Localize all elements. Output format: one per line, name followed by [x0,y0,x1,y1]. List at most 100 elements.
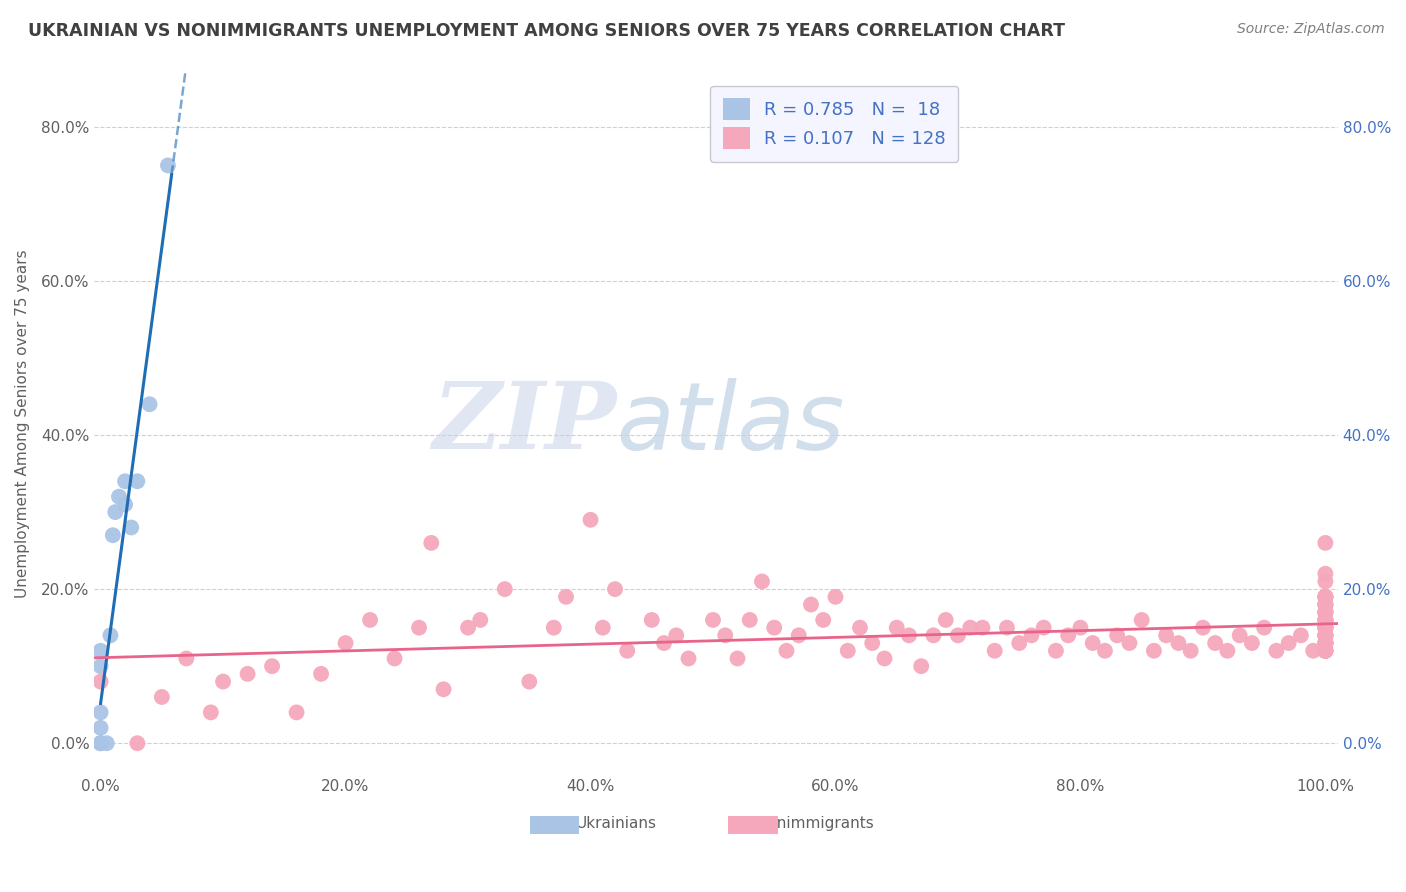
Point [1216,644,1239,658]
Point [641,613,664,627]
Point [1315,566,1337,581]
Point [90,736,112,750]
Point [1315,613,1337,627]
Point [1315,644,1337,658]
Point [751,574,773,589]
Point [995,621,1018,635]
Point [616,644,638,658]
Point [127,475,149,489]
Point [1315,644,1337,658]
Point [959,621,981,635]
FancyBboxPatch shape [530,816,579,834]
Point [555,590,578,604]
Point [1143,644,1166,658]
Point [1204,636,1226,650]
Point [1045,644,1067,658]
Point [543,621,565,635]
Point [1315,613,1337,627]
Point [702,613,724,627]
Point [1265,644,1288,658]
Point [1315,590,1337,604]
Point [727,651,749,665]
Point [494,582,516,596]
Point [738,613,761,627]
Point [285,706,308,720]
Point [1315,621,1337,635]
Point [100,628,122,642]
Point [849,621,872,635]
Point [1094,644,1116,658]
Text: Source: ZipAtlas.com: Source: ZipAtlas.com [1237,22,1385,37]
Point [824,590,846,604]
Point [150,690,173,704]
Point [1315,621,1337,635]
Point [1315,590,1337,604]
Point [1315,636,1337,650]
Point [1315,636,1337,650]
Point [1315,613,1337,627]
Point [335,636,357,650]
Point [935,613,957,627]
Point [1315,605,1337,619]
Point [90,706,112,720]
Point [1315,636,1337,650]
Point [1278,636,1301,650]
Point [1315,605,1337,619]
Point [212,674,235,689]
Point [1315,598,1337,612]
Point [138,397,160,411]
Point [1315,598,1337,612]
Point [678,651,700,665]
Point [579,513,602,527]
Point [1315,636,1337,650]
FancyBboxPatch shape [728,816,778,834]
Point [1032,621,1054,635]
Point [1315,628,1337,642]
Point [90,736,112,750]
Point [873,651,896,665]
Point [120,520,142,534]
Point [156,158,179,172]
Point [972,621,994,635]
Point [1315,628,1337,642]
Point [1229,628,1251,642]
Point [665,628,688,642]
Point [1315,613,1337,627]
Point [983,644,1005,658]
Point [1008,636,1031,650]
Point [90,736,112,750]
Point [1289,628,1312,642]
Point [1021,628,1043,642]
Point [1315,590,1337,604]
Point [1315,621,1337,635]
Point [1315,536,1337,550]
Text: Nonimmigrants: Nonimmigrants [756,816,875,831]
Point [432,682,454,697]
Point [787,628,810,642]
Point [420,536,443,550]
Point [1302,644,1324,658]
Point [90,644,112,658]
Point [1315,605,1337,619]
Point [1167,636,1189,650]
Point [236,666,259,681]
Point [90,659,112,673]
Point [946,628,969,642]
Point [1253,621,1275,635]
Point [603,582,626,596]
Point [1315,574,1337,589]
Point [592,621,614,635]
Point [1081,636,1104,650]
Point [114,475,136,489]
Text: ZIP: ZIP [433,378,617,468]
Point [800,598,823,612]
Point [101,528,124,542]
Point [359,613,381,627]
Point [1315,644,1337,658]
Point [108,490,131,504]
Point [897,628,920,642]
Point [127,736,149,750]
Point [1315,644,1337,658]
Point [1069,621,1091,635]
Point [96,736,118,750]
